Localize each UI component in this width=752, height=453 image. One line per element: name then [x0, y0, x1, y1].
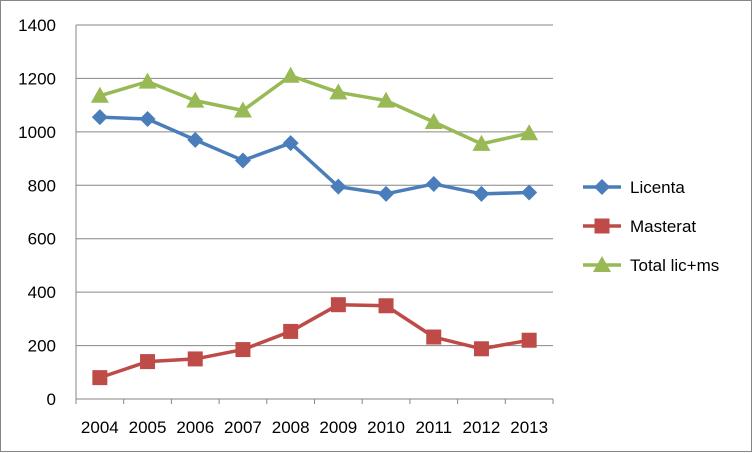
legend-item-masterat: Masterat: [583, 217, 696, 236]
y-tick-label-200: 200: [28, 337, 56, 356]
y-tick-label-1000: 1000: [18, 123, 56, 142]
series-line-total-lic-ms: [99, 74, 530, 146]
legend-marker-licenta: [594, 179, 610, 195]
data-point-licenta-2006: [187, 131, 204, 148]
x-tick-label-2005: 2005: [129, 418, 167, 437]
data-point-total-lic-ms-2007: [233, 101, 252, 118]
y-tick-label-0: 0: [47, 390, 56, 409]
x-tick-label-2008: 2008: [272, 418, 310, 437]
data-point-masterat-2010: [378, 298, 394, 314]
data-point-licenta-2012: [473, 185, 490, 202]
x-tick-label-2010: 2010: [367, 418, 405, 437]
data-point-masterat-2006: [187, 351, 203, 367]
x-tick-label-2007: 2007: [224, 418, 262, 437]
x-axis: 2004 2005 2006 2007 2008 2009 2010 2011 2012 2013: [75, 25, 554, 437]
series-total-lic-ms: [90, 66, 539, 151]
data-point-total-lic-ms-2011: [424, 112, 443, 129]
series-group: [90, 66, 539, 386]
data-point-masterat-2008: [283, 323, 299, 339]
series-licenta: [91, 109, 538, 202]
data-point-licenta-2005: [139, 111, 156, 128]
data-point-total-lic-ms-2005: [138, 72, 157, 89]
y-tick-label-600: 600: [28, 230, 56, 249]
data-point-total-lic-ms-2004: [90, 86, 109, 103]
data-point-masterat-2011: [426, 329, 442, 345]
y-tick-label-1400: 1400: [18, 16, 56, 35]
data-point-masterat-2004: [92, 370, 108, 386]
legend-label-total-lic-ms: Total lic+ms: [630, 256, 719, 275]
data-point-masterat-2007: [235, 342, 251, 358]
data-point-masterat-2009: [330, 297, 346, 313]
data-point-licenta-2007: [234, 152, 251, 169]
legend-item-total-lic-ms: Total lic+ms: [583, 256, 719, 275]
series-line-licenta: [99, 115, 530, 196]
legend-label-masterat: Masterat: [630, 217, 696, 236]
x-tick-label-2009: 2009: [319, 418, 357, 437]
data-point-licenta-2008: [282, 135, 299, 152]
data-point-licenta-2009: [330, 178, 347, 195]
series-line-masterat: [99, 302, 530, 380]
x-tick-label-2013: 2013: [510, 418, 548, 437]
data-point-total-lic-ms-2009: [329, 83, 348, 100]
x-tick-label-2012: 2012: [463, 418, 501, 437]
y-tick-label-800: 800: [28, 176, 56, 195]
y-tick-label-1200: 1200: [18, 69, 56, 88]
data-point-total-lic-ms-2013: [520, 124, 539, 141]
series-masterat: [92, 297, 537, 386]
data-point-licenta-2010: [378, 185, 395, 202]
legend-label-licenta: Licenta: [630, 178, 685, 197]
gridlines: [76, 24, 553, 347]
y-axis-tick-labels: 0 200 400 600 800 1000 1200 1400: [18, 16, 56, 409]
data-point-licenta-2004: [91, 109, 108, 126]
data-point-total-lic-ms-2006: [186, 91, 205, 108]
legend: Licenta Masterat Total lic+ms: [583, 178, 719, 275]
data-point-licenta-2013: [521, 184, 538, 201]
data-point-masterat-2013: [521, 332, 537, 348]
data-point-licenta-2011: [425, 175, 442, 192]
data-point-masterat-2005: [140, 354, 156, 370]
legend-item-licenta: Licenta: [583, 178, 685, 197]
y-tick-label-400: 400: [28, 283, 56, 302]
legend-marker-total-lic-ms: [593, 256, 611, 272]
data-point-masterat-2012: [473, 341, 489, 357]
data-point-total-lic-ms-2010: [377, 91, 396, 108]
x-tick-label-2006: 2006: [176, 418, 214, 437]
legend-marker-masterat: [594, 218, 610, 234]
x-tick-label-2011: 2011: [415, 418, 452, 437]
data-point-total-lic-ms-2008: [281, 66, 300, 83]
data-point-total-lic-ms-2012: [472, 134, 491, 151]
x-tick-label-2004: 2004: [81, 418, 119, 437]
